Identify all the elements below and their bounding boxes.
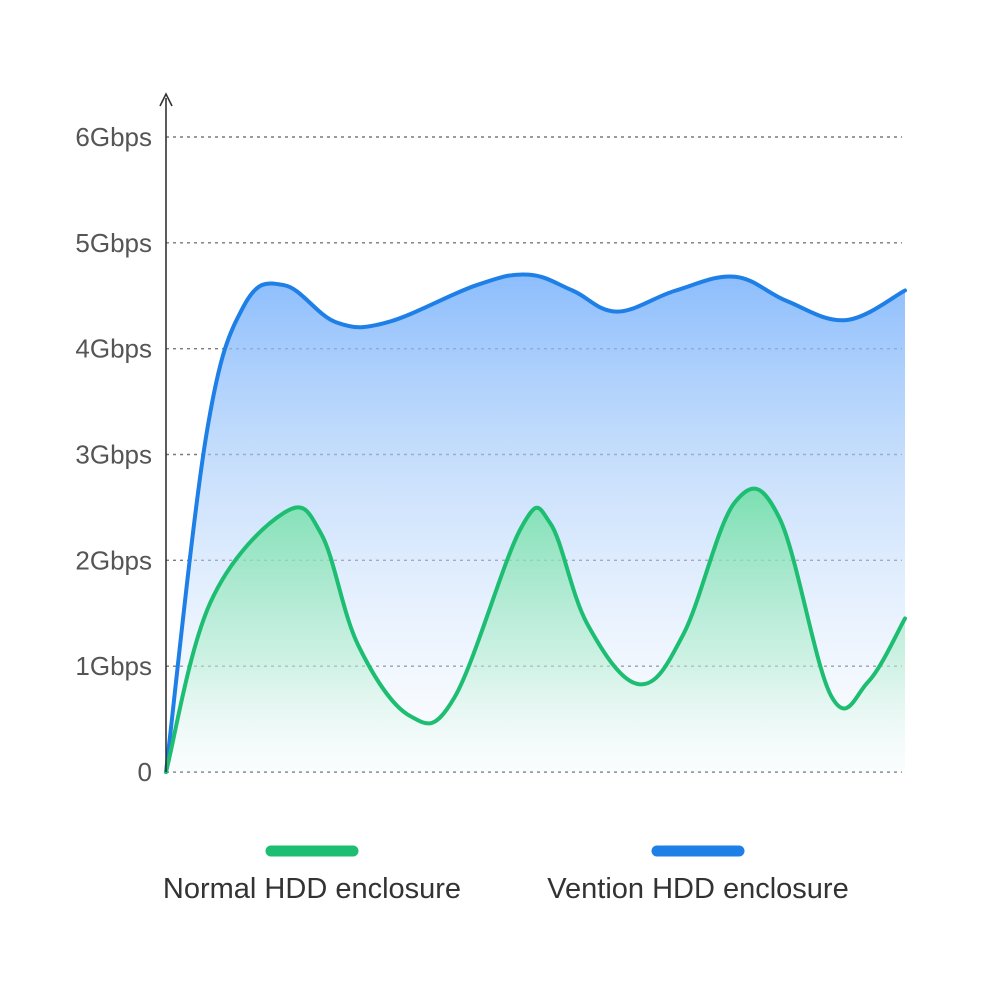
y-tick-label: 4Gbps (75, 334, 152, 364)
y-tick-label: 6Gbps (75, 122, 152, 152)
y-axis-arrow (159, 92, 173, 107)
line-vention-hdd-enclosure (164, 272, 907, 774)
line-normal-hdd-enclosure (164, 486, 907, 774)
legend-label-vention-hdd-enclosure: Vention HDD enclosure (547, 873, 848, 905)
series-areas (166, 274, 905, 772)
y-tick-label: 1Gbps (75, 651, 152, 681)
y-tick-label: 3Gbps (75, 440, 152, 470)
y-tick-label: 2Gbps (75, 545, 152, 575)
y-tick-label: 5Gbps (75, 228, 152, 258)
y-axis (159, 92, 173, 772)
y-tick-labels: 0 1Gbps 2Gbps 3Gbps 4Gbps 5Gbps 6Gbps (75, 122, 152, 787)
y-tick-label: 0 (138, 757, 152, 787)
legend-label-normal-hdd-enclosure: Normal HDD enclosure (163, 873, 461, 905)
area-normal-hdd-enclosure (166, 488, 905, 772)
legend: Normal HDD enclosure Vention HDD enclosur… (163, 845, 849, 905)
series-lines (164, 272, 907, 774)
